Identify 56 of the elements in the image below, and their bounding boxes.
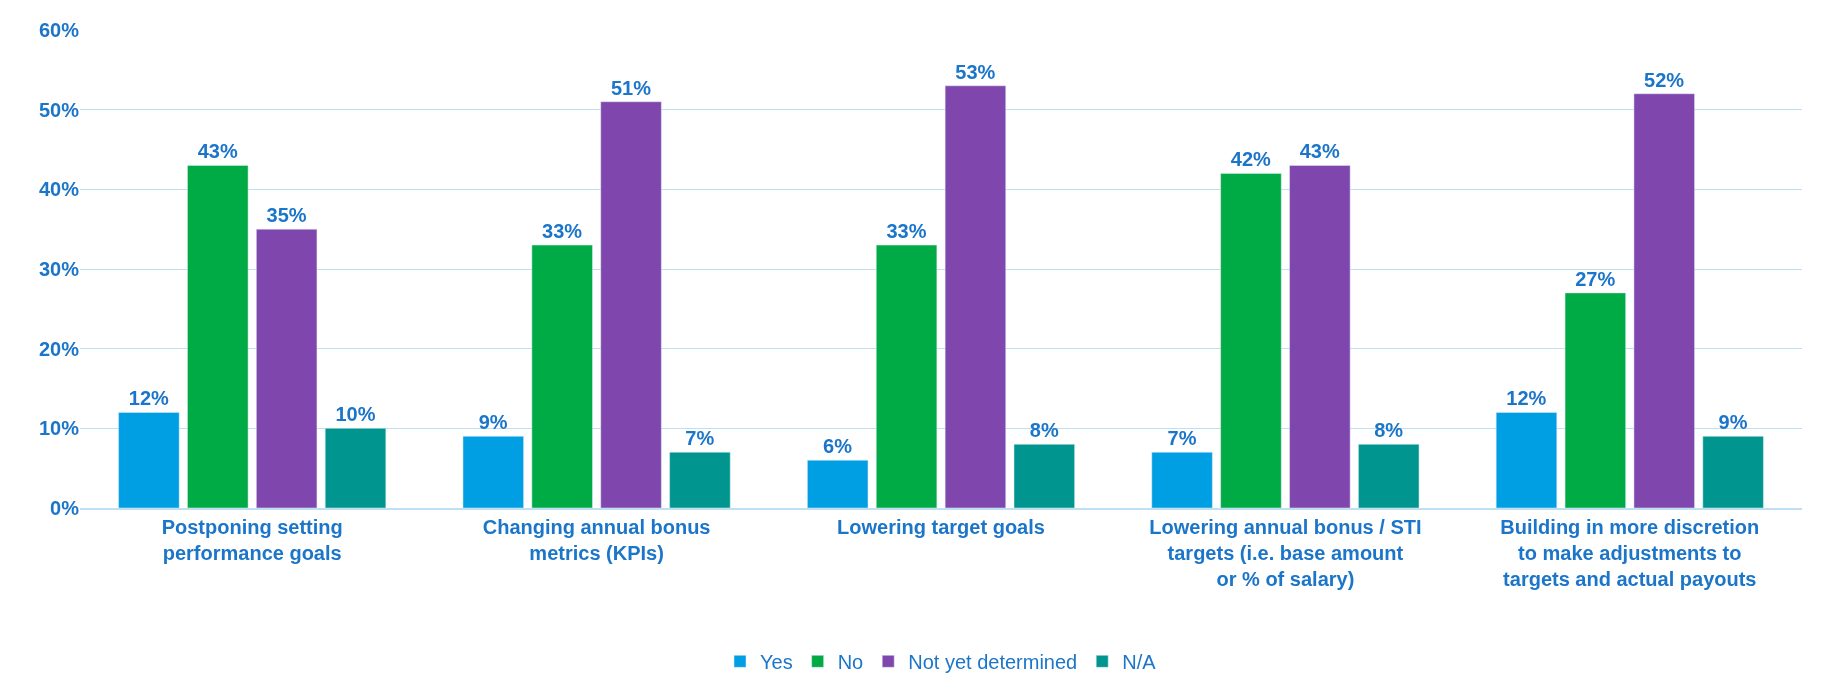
bar (1702, 436, 1764, 508)
bar (118, 412, 180, 508)
bar (187, 165, 249, 508)
legend-label: Not yet determined (908, 651, 1078, 674)
text: 43% (197, 140, 238, 163)
text: 43% (1299, 140, 1340, 163)
text: 53% (955, 60, 996, 83)
text: 6% (823, 435, 853, 458)
y-tick-label: 60% (38, 19, 80, 41)
text: 8% (1029, 419, 1059, 442)
text: 51% (610, 76, 651, 99)
y-tick-label: 40% (38, 178, 80, 201)
legend-label: Yes (760, 651, 793, 674)
text: 27% (1575, 267, 1616, 290)
text: 7% (685, 427, 715, 450)
bar (600, 101, 662, 508)
bar (1013, 444, 1075, 508)
y-tick-label: 30% (38, 258, 80, 280)
bar (256, 228, 318, 508)
x-tick-label: Changing annual bonus metrics (KPIs) (482, 516, 711, 564)
bar (944, 85, 1006, 508)
y-tick-label: 50% (38, 98, 80, 121)
text: 35% (266, 204, 307, 227)
x-tick-label: Lowering target goals (837, 516, 1045, 538)
bar (1151, 451, 1213, 508)
text: 7% (1167, 427, 1197, 450)
y-tick-label: 20% (38, 337, 80, 360)
legend-label: No (837, 651, 864, 674)
bar (1220, 173, 1282, 508)
text: 12% (128, 387, 169, 410)
y-tick-label: 0% (50, 497, 80, 519)
x-tick-label: Building in more discretion to make adjustments to targets and actual payouts (1500, 516, 1760, 590)
legend-label: N/A (1122, 651, 1157, 674)
x-tick-label: Postponing setting performance goals (161, 516, 343, 564)
text: 33% (886, 220, 927, 243)
text: 9% (1718, 411, 1748, 434)
text: 9% (478, 411, 508, 434)
bar (807, 459, 869, 508)
bar (876, 244, 938, 508)
text: 33% (542, 220, 583, 243)
bar (324, 428, 387, 508)
bar (1495, 412, 1558, 508)
text: 8% (1374, 419, 1404, 442)
bar (462, 436, 524, 508)
y-tick-label: 10% (38, 417, 80, 440)
text: 42% (1230, 148, 1271, 171)
text: 10% (335, 403, 376, 426)
x-tick-label: Lowering annual bonus / STI targets (i.e. base amount or % of salary) (1149, 516, 1422, 590)
text: 52% (1644, 68, 1685, 91)
bar (1633, 93, 1695, 508)
text: 12% (1506, 387, 1547, 410)
bar (1358, 444, 1420, 508)
bar (1564, 292, 1626, 508)
bar (531, 244, 593, 508)
bar (669, 451, 731, 508)
bar (1289, 165, 1351, 508)
